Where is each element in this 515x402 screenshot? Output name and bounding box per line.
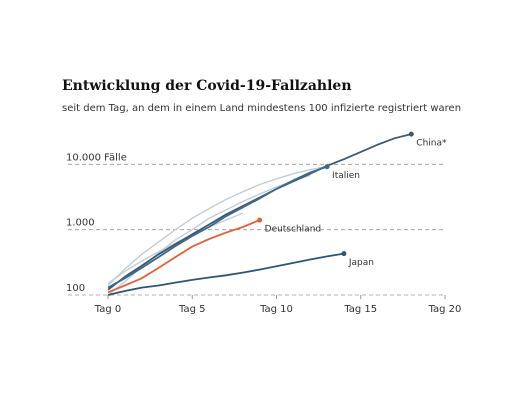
series-label: Italien (332, 171, 360, 181)
y-tick-label: 10.000 Fälle (66, 152, 127, 163)
end-point (257, 217, 263, 223)
end-point (408, 131, 414, 137)
chart-title: Entwicklung der Covid-19-Fallzahlen (62, 78, 352, 94)
chart-subtitle: seit dem Tag, an dem in einem Land minde… (62, 103, 461, 114)
series-label: China* (416, 139, 447, 149)
series-line (107, 219, 260, 294)
series-line (107, 212, 244, 285)
end-point (324, 164, 330, 170)
series-line (107, 165, 328, 289)
x-tick-label: Tag 5 (178, 304, 205, 315)
x-tick-label: Tag 10 (259, 304, 293, 315)
series-line (107, 252, 345, 296)
x-tick-label: Tag 15 (343, 304, 377, 315)
series-line (107, 165, 328, 286)
x-tick-label: Tag 20 (428, 304, 462, 315)
x-tick-label: Tag 0 (94, 304, 121, 315)
end-point (341, 251, 347, 257)
y-tick-label: 1.000 (66, 218, 95, 229)
y-tick-label: 100 (66, 283, 85, 294)
series-label: Deutschland (265, 225, 321, 235)
series-label: Japan (348, 258, 374, 268)
